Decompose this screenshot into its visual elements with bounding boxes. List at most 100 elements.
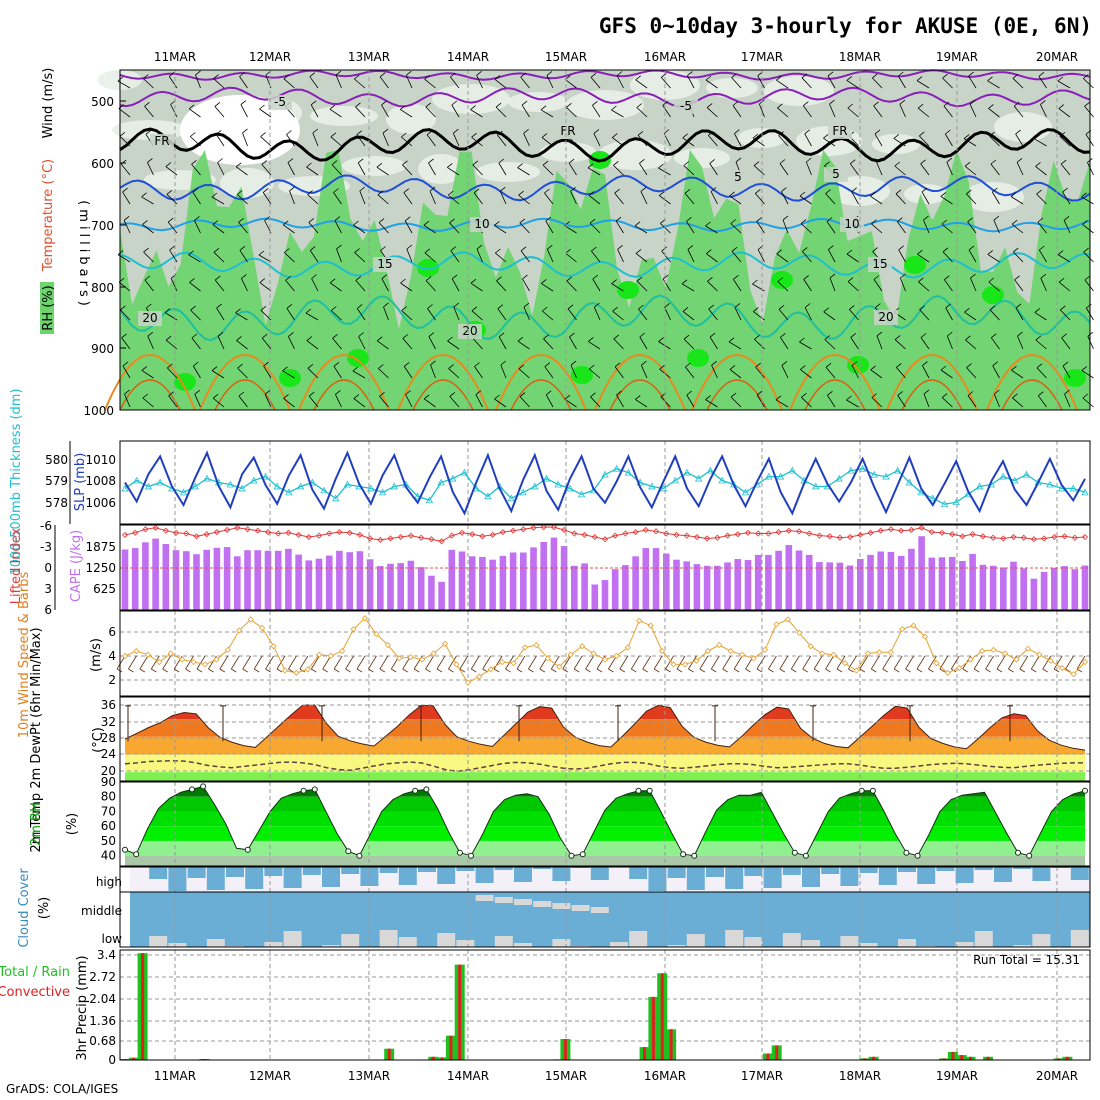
cape-bar	[387, 563, 394, 610]
cape-bar	[591, 584, 599, 610]
wind-barb	[1060, 309, 1071, 321]
date-label-top: 14MAR	[447, 50, 489, 64]
wind-barb-flag	[142, 393, 149, 399]
wind-barb	[450, 250, 460, 263]
wind-barb	[383, 306, 389, 321]
wind-barb	[921, 191, 930, 205]
wind-barb-flag	[217, 331, 224, 337]
cape-tick: 625	[93, 582, 116, 596]
wind-barb-flag	[800, 219, 807, 224]
rh-point	[122, 846, 128, 853]
cape-bar	[775, 550, 782, 610]
temp-contour-surface	[691, 354, 783, 411]
date-label-top: 13MAR	[348, 50, 390, 64]
wind-barb-flag	[897, 217, 903, 223]
wind-barb-flag	[253, 668, 260, 673]
wind-point	[979, 648, 986, 655]
cloud-high-bar	[245, 867, 264, 889]
li-point	[162, 527, 169, 534]
wind-barb-flag	[494, 221, 500, 226]
wind-barb-flag	[217, 158, 223, 163]
thickness-point	[706, 466, 715, 474]
wind-barb-flag	[449, 218, 455, 224]
wind-barb	[1013, 251, 1024, 263]
wind-barb	[920, 337, 930, 350]
li-tick: 0	[44, 561, 52, 575]
cloud-low-bar	[437, 933, 456, 947]
li-point	[305, 533, 312, 541]
cloud-high-bar	[898, 867, 916, 872]
cloud-low-bar	[1070, 930, 1089, 947]
wind-barb-flag	[876, 157, 882, 163]
cape-bar	[989, 565, 997, 610]
wind-barb-flag	[987, 250, 994, 255]
wind-barb	[775, 399, 789, 408]
wind-barb	[778, 309, 789, 321]
wind-barb	[330, 136, 342, 147]
wind-barb	[734, 133, 742, 147]
wind-barb	[306, 166, 319, 176]
wind-barb	[562, 655, 572, 670]
wind-barb-flag	[379, 72, 386, 78]
wind-barb-flag	[996, 668, 1003, 673]
wind-barb	[1040, 104, 1047, 118]
wind-barb	[753, 165, 765, 176]
wind-barb	[851, 365, 859, 379]
cloud-low-bar	[283, 931, 302, 947]
rh-point	[802, 852, 809, 859]
cape-bar	[1010, 561, 1017, 610]
wind-barb	[453, 306, 460, 321]
wind-barb-flag	[128, 668, 134, 673]
li-point	[561, 526, 568, 534]
cape-bar	[836, 562, 844, 610]
wind-barb	[522, 278, 530, 292]
wind-barb-flag	[1010, 192, 1017, 197]
rh-light-patch	[342, 156, 406, 176]
wind-barb	[919, 309, 930, 321]
li-point	[1071, 534, 1078, 541]
cloud-high-bar	[341, 867, 360, 874]
wind-barb-flag	[922, 361, 928, 366]
wind-point	[613, 652, 620, 659]
wind-barb-flag	[453, 128, 459, 134]
cloud-high-bar	[744, 867, 763, 876]
thickness-point	[577, 490, 586, 498]
wind-barb-flag	[141, 366, 148, 371]
wind-point	[316, 651, 323, 658]
wind-barb	[564, 225, 577, 234]
wind-barb	[874, 133, 883, 147]
cloud-high-bar	[475, 867, 494, 883]
wind-point	[1001, 650, 1009, 657]
wind-barb	[870, 655, 880, 670]
cloud-low-bar	[974, 931, 993, 947]
pressure-tick: 800	[91, 281, 114, 295]
wind-barb-flag	[848, 668, 854, 673]
wind-barb-flag	[169, 245, 175, 251]
wind-barb	[734, 307, 742, 321]
rh-saturated-blob	[279, 369, 301, 387]
rh-saturated-blob	[904, 256, 926, 274]
wind-barb	[212, 224, 225, 234]
wind-barb-flag	[423, 394, 430, 400]
wind-barb-flag	[470, 105, 476, 110]
wind-barb	[589, 368, 601, 379]
wind-barb	[1083, 251, 1094, 263]
wind-barb	[754, 339, 765, 350]
rh-point	[903, 849, 910, 856]
cape-bar	[550, 537, 558, 610]
wind-barb-flag	[898, 71, 904, 77]
contour-label: 20	[142, 311, 157, 325]
wind-barb	[542, 164, 554, 176]
li-point	[857, 531, 864, 538]
thickness-tick: 578	[45, 496, 68, 510]
wind-barb	[498, 162, 507, 176]
wind-barb-flag	[756, 668, 763, 673]
wind-barb-flag	[151, 668, 157, 673]
wind-barb	[120, 163, 131, 176]
cloud-low-bar	[206, 939, 225, 947]
li-point	[142, 526, 149, 533]
wind-barb-flag	[847, 103, 854, 109]
wind-barb	[217, 336, 225, 350]
wind-barb-flag	[592, 274, 599, 280]
rh-point	[1026, 852, 1033, 859]
